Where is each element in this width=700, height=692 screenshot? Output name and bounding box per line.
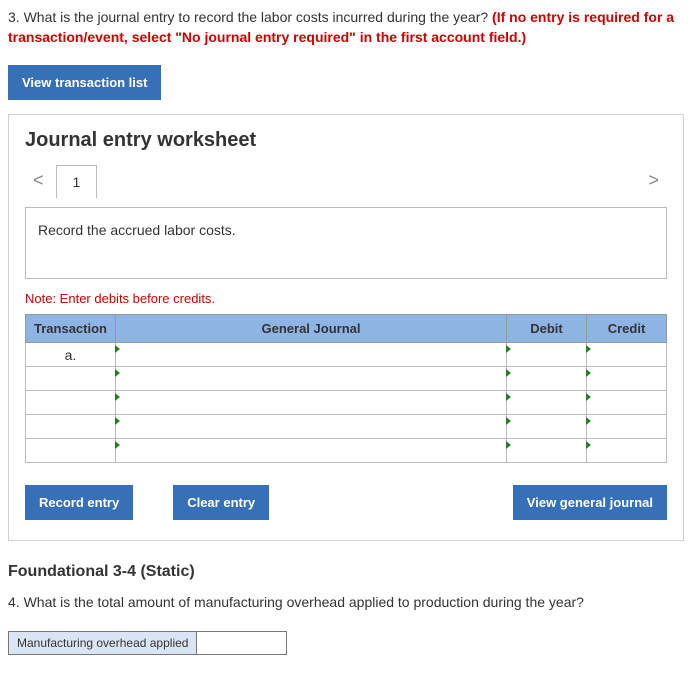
question-3: 3. What is the journal entry to record t…: [8, 8, 700, 47]
debits-before-credits-note: Note: Enter debits before credits.: [25, 291, 667, 306]
q3-number: 3.: [8, 9, 20, 25]
tab-row: < 1 >: [25, 164, 667, 197]
q4-input-row: Manufacturing overhead applied: [8, 631, 700, 655]
transaction-cell: [26, 391, 116, 415]
table-row: [26, 391, 667, 415]
worksheet-title: Journal entry worksheet: [25, 129, 667, 152]
credit-cell[interactable]: [587, 367, 667, 391]
credit-cell[interactable]: [587, 415, 667, 439]
tab-1[interactable]: 1: [56, 165, 98, 198]
view-general-journal-button[interactable]: View general journal: [513, 485, 667, 520]
view-transaction-list-button[interactable]: View transaction list: [8, 65, 161, 100]
journal-entry-worksheet: Journal entry worksheet < 1 > Record the…: [8, 114, 684, 541]
debit-cell[interactable]: [507, 415, 587, 439]
section-heading: Foundational 3-4 (Static): [8, 563, 700, 581]
header-transaction: Transaction: [26, 315, 116, 343]
q4-number: 4.: [8, 594, 20, 610]
chevron-right-icon[interactable]: >: [640, 166, 667, 195]
record-entry-button[interactable]: Record entry: [25, 485, 133, 520]
credit-cell[interactable]: [587, 391, 667, 415]
question-4: 4. What is the total amount of manufactu…: [8, 593, 700, 613]
general-journal-cell[interactable]: [116, 415, 507, 439]
credit-cell[interactable]: [587, 439, 667, 463]
general-journal-cell[interactable]: [116, 343, 507, 367]
general-journal-cell[interactable]: [116, 439, 507, 463]
transaction-cell: [26, 367, 116, 391]
general-journal-cell[interactable]: [116, 391, 507, 415]
journal-entry-table: Transaction General Journal Debit Credit…: [25, 314, 667, 463]
manufacturing-overhead-label: Manufacturing overhead applied: [8, 631, 197, 655]
table-row: a.: [26, 343, 667, 367]
table-row: [26, 367, 667, 391]
table-row: [26, 415, 667, 439]
header-general-journal: General Journal: [116, 315, 507, 343]
header-debit: Debit: [507, 315, 587, 343]
header-credit: Credit: [587, 315, 667, 343]
credit-cell[interactable]: [587, 343, 667, 367]
debit-cell[interactable]: [507, 343, 587, 367]
debit-cell[interactable]: [507, 367, 587, 391]
debit-cell[interactable]: [507, 391, 587, 415]
q3-text: What is the journal entry to record the …: [24, 9, 489, 25]
transaction-cell: [26, 439, 116, 463]
q4-text: What is the total amount of manufacturin…: [24, 594, 584, 610]
transaction-cell: a.: [26, 343, 116, 367]
chevron-left-icon[interactable]: <: [25, 166, 52, 195]
table-row: [26, 439, 667, 463]
general-journal-cell[interactable]: [116, 367, 507, 391]
instruction-box: Record the accrued labor costs.: [25, 207, 667, 279]
clear-entry-button[interactable]: Clear entry: [173, 485, 269, 520]
transaction-cell: [26, 415, 116, 439]
instruction-text: Record the accrued labor costs.: [38, 222, 236, 238]
button-row: Record entry Clear entry View general jo…: [25, 485, 667, 520]
manufacturing-overhead-input[interactable]: [197, 631, 287, 655]
debit-cell[interactable]: [507, 439, 587, 463]
